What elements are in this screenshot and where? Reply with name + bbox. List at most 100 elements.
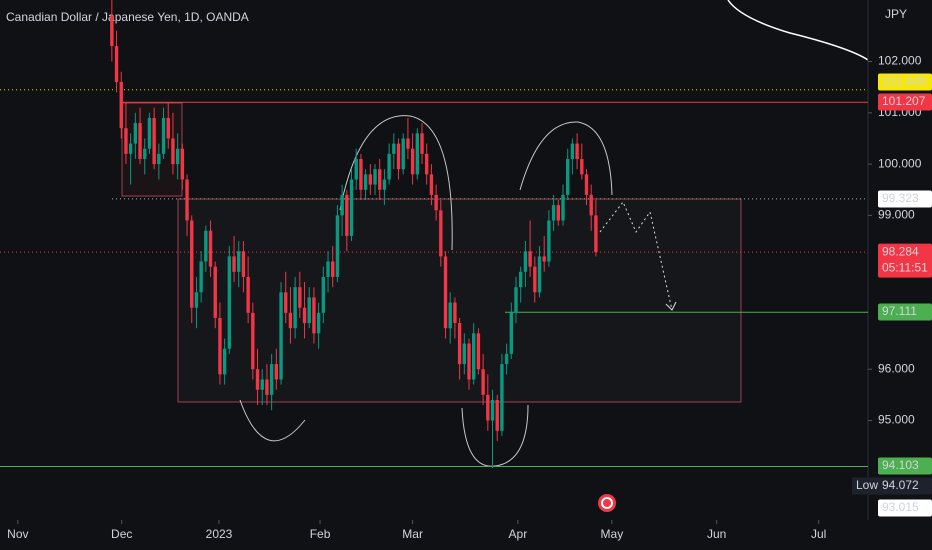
price-label: 98.284 — [882, 244, 919, 258]
candle-body — [110, 15, 114, 47]
candle-body — [472, 333, 476, 380]
candle-body — [523, 251, 528, 272]
candle-body — [199, 261, 203, 293]
candle-body — [368, 174, 373, 185]
candle-body — [556, 205, 561, 221]
candle-body — [171, 138, 175, 165]
candle-body — [265, 379, 269, 395]
candle-body — [288, 312, 293, 329]
price-label-bg — [878, 457, 932, 475]
candle-body — [307, 297, 311, 324]
candle-body — [175, 148, 180, 165]
candle-body — [481, 369, 485, 395]
candle-body — [453, 302, 457, 324]
chart-title: Canadian Dollar / Japanese Yen, 1D, OAND… — [6, 10, 249, 24]
candle-body — [570, 143, 575, 159]
candle-body — [594, 215, 598, 253]
candle-body — [542, 256, 546, 262]
candle-body — [316, 312, 321, 334]
candle-body — [331, 261, 335, 277]
candle-body — [359, 158, 363, 190]
candle-body — [274, 364, 279, 380]
candle-body — [509, 312, 514, 354]
shoulder-arc — [519, 121, 613, 196]
candle-body — [448, 302, 452, 329]
candle-body — [326, 261, 330, 277]
candle-body — [293, 287, 297, 329]
price-label-bg — [878, 190, 932, 208]
candle-body — [584, 174, 589, 195]
price-label-bg — [878, 499, 932, 517]
candle-body — [349, 179, 354, 236]
x-tick-label: Dec — [111, 527, 132, 541]
candle-body — [467, 343, 471, 380]
candle-body — [255, 369, 260, 390]
candle-body — [298, 287, 302, 308]
low-label-bg — [852, 477, 882, 495]
candle-body — [354, 158, 358, 180]
candle-body — [462, 343, 467, 365]
candle-body — [528, 251, 532, 267]
candle-body — [434, 194, 438, 211]
candle-body — [500, 364, 504, 431]
price-label-bg — [878, 477, 932, 495]
projection-arrow — [599, 201, 673, 311]
shoulder-arc — [239, 399, 306, 442]
x-tick-label: 2023 — [206, 527, 233, 541]
candle-body — [246, 276, 250, 313]
candle-body — [157, 153, 161, 165]
price-label-bg — [878, 243, 932, 278]
candle-body — [514, 287, 518, 313]
price-axis: 95.00096.00099.000100.000101.000102.0001… — [852, 54, 932, 517]
candle-body — [495, 400, 499, 431]
candle-body — [128, 143, 133, 154]
event-icon[interactable] — [598, 494, 616, 512]
candle-body — [533, 266, 537, 293]
candle-body — [363, 174, 368, 190]
price-label: 101.207 — [882, 94, 926, 108]
bottom-arc — [461, 404, 529, 467]
candle-body — [589, 194, 593, 216]
price-label: 93.015 — [882, 500, 919, 514]
candle-body — [232, 256, 236, 272]
y-tick-label: 96.000 — [878, 361, 915, 375]
candle-body — [443, 256, 448, 329]
candle-body — [279, 292, 283, 380]
candle-body — [392, 143, 396, 154]
candle-body — [551, 205, 556, 221]
candle-body — [429, 174, 434, 195]
candle-body — [124, 128, 128, 154]
event-icon-ring — [601, 497, 613, 509]
x-tick-label: Feb — [310, 527, 331, 541]
candle-body — [490, 400, 495, 421]
candle-body — [476, 333, 481, 370]
x-tick-label: May — [601, 527, 624, 541]
candle-body — [504, 353, 509, 365]
x-tick-label: Jun — [707, 527, 726, 541]
candle-body — [537, 256, 542, 293]
candle-body — [138, 123, 142, 159]
candle-body — [415, 133, 420, 175]
x-tick-label: Mar — [402, 527, 423, 541]
y-tick-label: 99.000 — [878, 208, 915, 222]
candle-body — [580, 158, 584, 175]
candle-body — [237, 251, 241, 272]
candle-body — [410, 148, 415, 175]
candle-body — [147, 117, 152, 149]
price-label: 94.103 — [882, 458, 919, 472]
candle-body — [401, 138, 405, 170]
candle-body — [420, 133, 424, 154]
moving-average — [727, 0, 869, 61]
candle-body — [566, 158, 570, 195]
price-label: 101.449 — [882, 74, 926, 88]
candle-body — [208, 230, 213, 267]
candle-body — [575, 143, 579, 159]
candle-body — [425, 153, 429, 175]
candle-body — [204, 230, 208, 262]
countdown: 05:11:51 — [882, 260, 928, 274]
y-tick-label: 100.000 — [878, 156, 922, 170]
candle-body — [396, 143, 401, 170]
candle-body — [213, 266, 217, 318]
arrow-head — [665, 301, 677, 311]
